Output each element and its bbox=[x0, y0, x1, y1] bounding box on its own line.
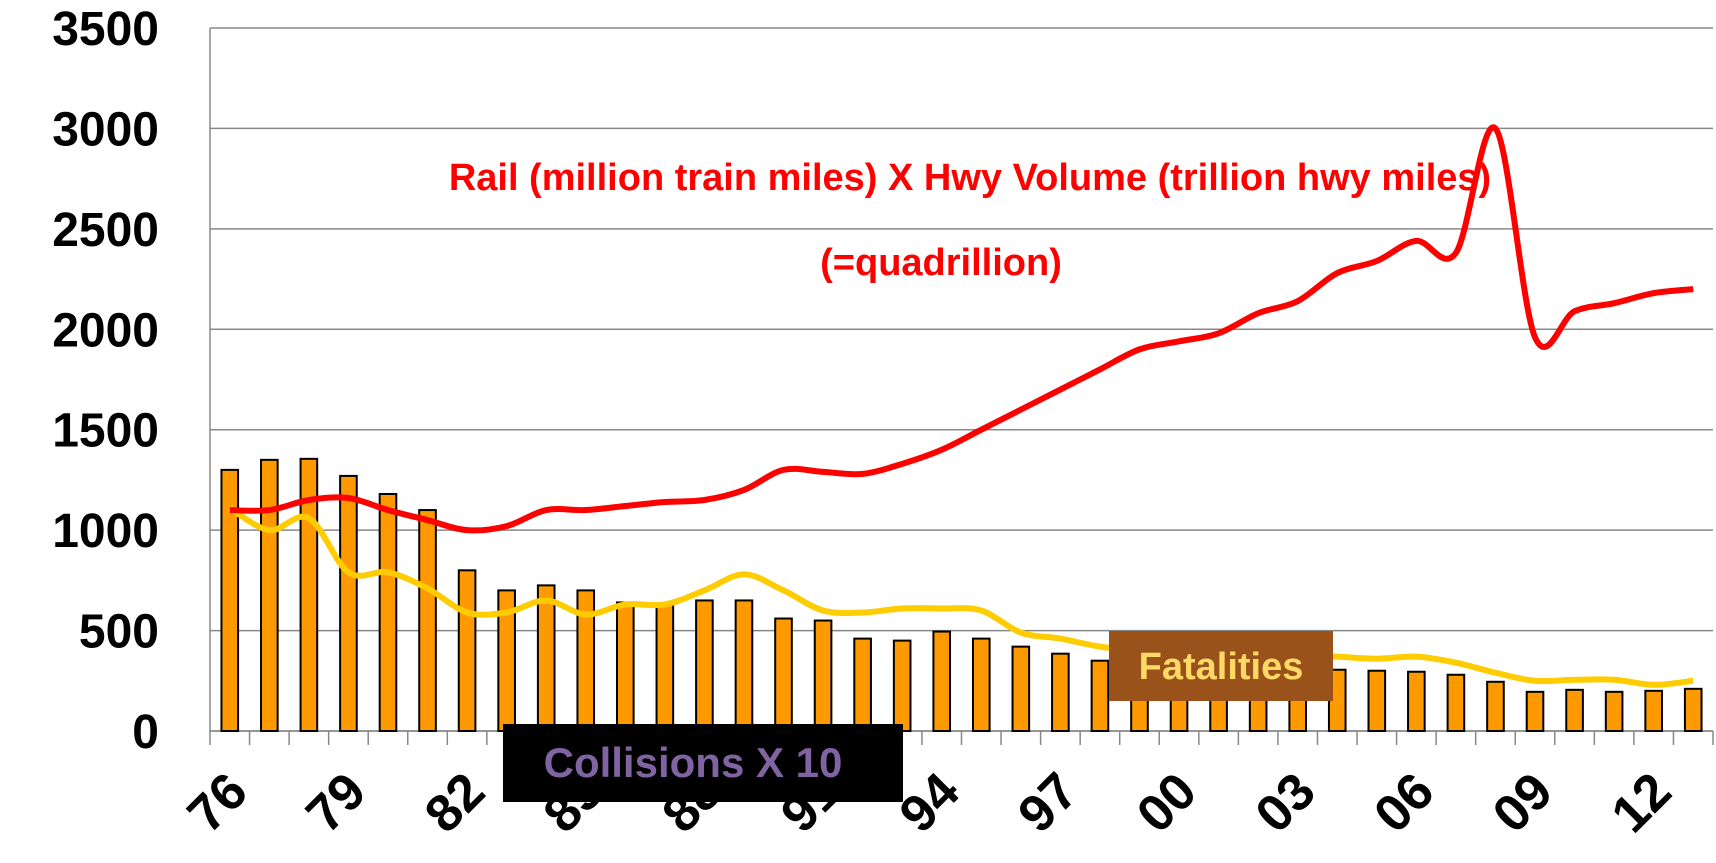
y-tick-label: 3000 bbox=[52, 103, 159, 156]
y-tick-label: 500 bbox=[79, 606, 159, 659]
y-tick-label: 1000 bbox=[52, 505, 159, 558]
bar bbox=[378, 492, 398, 733]
bar bbox=[1644, 689, 1663, 732]
series-label: Collisions X 10 bbox=[544, 739, 843, 786]
bar bbox=[299, 457, 319, 732]
x-tick-label: 76 bbox=[177, 762, 259, 844]
annotation: (=quadrillion) bbox=[820, 242, 1062, 284]
x-tick-label: 79 bbox=[295, 762, 377, 844]
bar bbox=[1446, 673, 1466, 733]
x-tick-label: 00 bbox=[1126, 762, 1208, 844]
y-tick-label: 2000 bbox=[52, 304, 159, 357]
label-box bbox=[1109, 631, 1333, 701]
bar bbox=[655, 603, 675, 733]
x-tick-label: 12 bbox=[1601, 762, 1683, 844]
bar bbox=[695, 599, 714, 733]
bar bbox=[339, 474, 358, 733]
bar bbox=[536, 584, 556, 733]
bar bbox=[1565, 688, 1584, 732]
bar bbox=[932, 630, 952, 733]
bar bbox=[1683, 687, 1703, 733]
bar bbox=[1486, 680, 1505, 732]
bar bbox=[1525, 690, 1545, 733]
bar bbox=[1407, 670, 1426, 732]
bar bbox=[892, 639, 912, 732]
bar bbox=[813, 619, 833, 732]
x-tick-label: 82 bbox=[414, 762, 496, 844]
bar bbox=[734, 599, 754, 733]
line bbox=[229, 124, 1694, 534]
bar bbox=[1051, 652, 1070, 732]
bar bbox=[1604, 690, 1624, 733]
y-tick-label: 3500 bbox=[52, 3, 159, 56]
series-label: Rail (million train miles) X Hwy Volume … bbox=[449, 157, 1491, 199]
bar bbox=[1090, 659, 1110, 733]
bar bbox=[774, 617, 793, 733]
x-tick-label: 97 bbox=[1007, 762, 1089, 844]
bar bbox=[1367, 669, 1387, 732]
bar bbox=[260, 458, 279, 732]
bar bbox=[853, 637, 872, 732]
bar bbox=[418, 509, 437, 732]
series-label: Fatalities bbox=[1139, 646, 1304, 688]
bar bbox=[615, 601, 635, 732]
y-tick-label: 2500 bbox=[52, 204, 159, 257]
y-tick-label: 1500 bbox=[52, 405, 159, 458]
bar bbox=[220, 468, 240, 732]
bar bbox=[457, 569, 477, 732]
bar bbox=[1011, 645, 1031, 733]
line bbox=[228, 505, 1694, 688]
y-tick-label: 0 bbox=[132, 706, 159, 759]
x-tick-label: 03 bbox=[1245, 762, 1327, 844]
label-box bbox=[503, 724, 903, 802]
x-tick-label: 09 bbox=[1482, 762, 1564, 844]
x-tick-label: 06 bbox=[1363, 762, 1445, 844]
bar bbox=[971, 637, 991, 732]
